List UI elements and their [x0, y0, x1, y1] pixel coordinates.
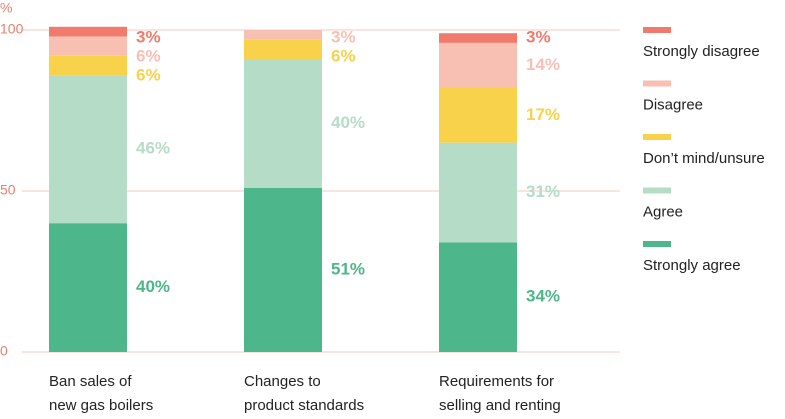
- y-tick-label: 0: [0, 343, 8, 359]
- legend-label: Agree: [643, 203, 683, 220]
- value-label: 3%: [331, 27, 356, 46]
- x-tick-label: new gas boilers: [49, 397, 153, 414]
- legend-label: Disagree: [643, 96, 703, 113]
- bar-segment: [49, 75, 127, 224]
- x-tick-label: Ban sales of: [49, 373, 132, 390]
- y-axis-label: %: [0, 0, 12, 16]
- value-label: 6%: [136, 46, 161, 65]
- bar-segment: [49, 26, 127, 37]
- value-label: 40%: [136, 277, 170, 296]
- value-label: 17%: [526, 105, 560, 124]
- legend-label: Strongly agree: [643, 257, 741, 274]
- value-label: 46%: [136, 139, 170, 158]
- legend-swatch: [643, 187, 671, 194]
- value-label: 34%: [526, 287, 560, 306]
- bar-segment: [244, 39, 322, 59]
- bar-segment: [49, 55, 127, 76]
- bar-segment: [439, 33, 517, 43]
- bar-segment: [244, 58, 322, 188]
- bar-segment: [439, 42, 517, 88]
- bar-segment: [439, 87, 517, 143]
- bar-segment: [439, 242, 517, 352]
- bar-segment: [49, 223, 127, 352]
- x-tick-label: product standards: [244, 397, 364, 414]
- value-label: 3%: [526, 28, 551, 47]
- legend-swatch: [643, 241, 671, 247]
- bar-segment: [439, 142, 517, 243]
- value-label: 3%: [136, 27, 161, 46]
- value-label: 14%: [526, 55, 560, 74]
- bar-segment: [244, 30, 322, 40]
- value-label: 40%: [331, 113, 365, 132]
- y-tick-label: 50: [0, 182, 16, 198]
- legend-swatch: [643, 27, 671, 33]
- value-label: 51%: [331, 259, 365, 278]
- value-label: 6%: [331, 46, 356, 65]
- value-label: 6%: [136, 65, 161, 84]
- legend-swatch: [643, 80, 671, 87]
- bar-segment: [49, 36, 127, 56]
- bar-segment: [244, 187, 322, 352]
- legend-swatch: [643, 134, 671, 140]
- value-label: 31%: [526, 182, 560, 201]
- legend-label: Strongly disagree: [643, 43, 760, 60]
- x-tick-label: Requirements for: [439, 373, 554, 390]
- legend-label: Don’t mind/unsure: [643, 150, 765, 167]
- x-tick-label: Changes to: [244, 373, 321, 390]
- x-tick-label: selling and renting: [439, 397, 561, 414]
- y-tick-label: 100: [0, 21, 24, 37]
